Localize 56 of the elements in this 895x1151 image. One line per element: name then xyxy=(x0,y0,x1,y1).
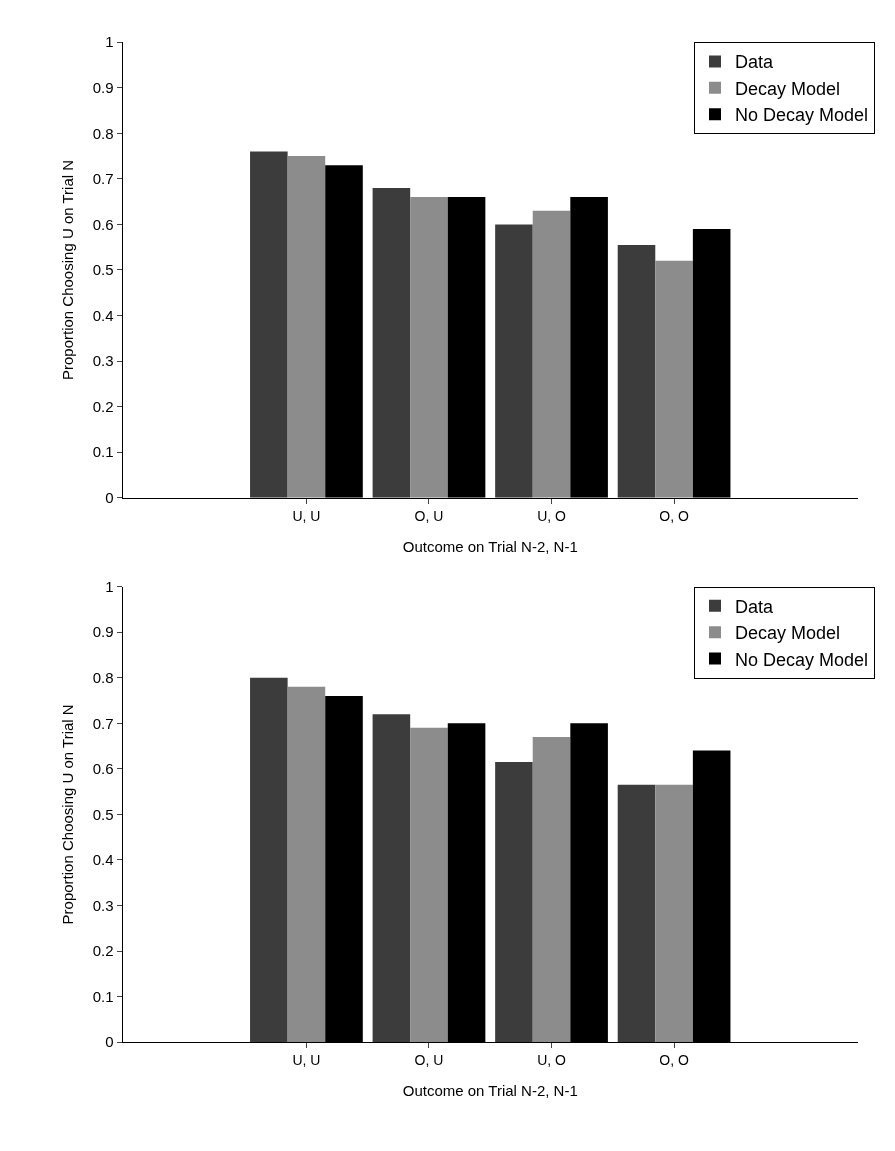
y-tick-label: 0.1 xyxy=(92,987,114,1005)
y-tick-label: 0.8 xyxy=(92,124,114,142)
y-tick-label: 0 xyxy=(105,488,114,506)
y-tick-label: 0.9 xyxy=(92,79,114,97)
bar xyxy=(532,210,571,498)
bar xyxy=(287,686,326,1043)
y-axis-title: Proportion Choosing U on Trial N xyxy=(58,159,76,381)
y-tick-label: 0.2 xyxy=(92,397,114,415)
y-tick-label: 0.3 xyxy=(92,896,114,914)
x-tick-label: O, O xyxy=(659,1051,689,1068)
y-tick-label: 0 xyxy=(105,1033,114,1051)
bar xyxy=(617,784,656,1043)
x-tick-label: U, U xyxy=(292,507,321,524)
x-axis-title: Outcome on Trial N-2, N-1 xyxy=(402,537,578,555)
bar xyxy=(655,260,693,498)
y-tick-label: 0.1 xyxy=(92,443,114,461)
bar xyxy=(372,714,411,1043)
y-tick-label: 0.3 xyxy=(92,352,114,370)
y-tick-label: 0.8 xyxy=(92,668,114,686)
legend-label: No Decay Model xyxy=(735,105,869,126)
legend-label: Data xyxy=(735,596,775,617)
bar xyxy=(287,156,326,498)
x-tick-label: U, U xyxy=(292,1051,321,1068)
bar xyxy=(410,727,448,1043)
bar xyxy=(250,151,288,498)
y-tick-label: 0.6 xyxy=(92,215,114,233)
x-tick-label: O, U xyxy=(414,1051,444,1068)
y-tick-label: 0.7 xyxy=(92,170,114,188)
legend-label: No Decay Model xyxy=(735,649,869,670)
y-tick-label: 0.4 xyxy=(92,851,114,869)
y-tick-label: 1 xyxy=(105,33,114,51)
x-tick-label: O, O xyxy=(659,507,689,524)
x-tick-label: U, O xyxy=(537,1051,567,1068)
y-tick-label: 0.5 xyxy=(92,805,114,823)
y-tick-label: 0.6 xyxy=(92,760,114,778)
bar xyxy=(495,761,533,1043)
y-tick-label: 0.5 xyxy=(92,261,114,279)
x-tick-label: O, U xyxy=(414,507,444,524)
bar xyxy=(655,784,693,1043)
y-tick-label: 0.9 xyxy=(92,623,114,641)
x-tick-label: U, O xyxy=(537,507,567,524)
y-tick-label: 1 xyxy=(105,577,114,595)
bar xyxy=(532,736,571,1043)
y-tick-label: 0.2 xyxy=(92,942,114,960)
bar xyxy=(617,244,656,498)
y-tick-label: 0.7 xyxy=(92,714,114,732)
x-axis-title: Outcome on Trial N-2, N-1 xyxy=(402,1081,578,1099)
legend-label: Decay Model xyxy=(735,623,841,644)
bar xyxy=(495,224,533,498)
y-tick-label: 0.4 xyxy=(92,306,114,324)
legend-label: Decay Model xyxy=(735,78,841,99)
bar xyxy=(372,187,411,498)
y-axis-title: Proportion Choosing U on Trial N xyxy=(58,704,76,925)
bar xyxy=(410,197,448,498)
legend-label: Data xyxy=(735,52,775,73)
bar xyxy=(250,677,288,1043)
